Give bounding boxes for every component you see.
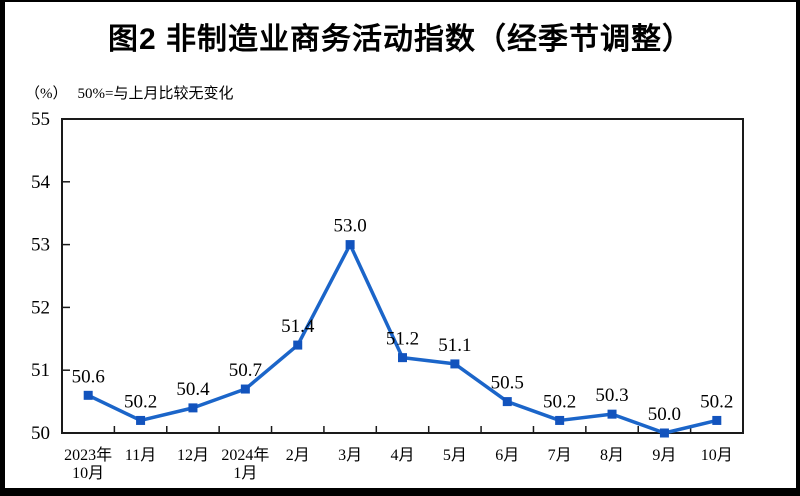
- data-point-marker: [188, 403, 198, 413]
- data-point-marker: [83, 390, 93, 400]
- chart-note: 50%=与上月比较无变化: [77, 86, 234, 102]
- data-point-label: 51.1: [438, 335, 471, 356]
- data-point-label: 50.2: [543, 391, 576, 412]
- x-axis-tick-label: 10月: [701, 447, 733, 464]
- data-point-marker: [502, 397, 512, 407]
- data-point-label: 50.2: [124, 391, 157, 412]
- y-axis-tick-label: 55: [31, 109, 50, 130]
- data-point-label: 50.4: [176, 379, 210, 400]
- data-point-label: 50.3: [595, 385, 628, 406]
- data-point-label: 51.4: [281, 316, 315, 337]
- chart-subtitle-row: （%） 50%=与上月比较无变化: [25, 82, 233, 103]
- x-axis-tick-label: 6月: [495, 447, 519, 464]
- data-point-label: 53.0: [333, 216, 366, 237]
- chart-title: 图2 非制造业商务活动指数（经季节调整）: [107, 23, 694, 56]
- data-point-label: 50.7: [229, 360, 262, 381]
- x-axis-tick-label: 4月: [390, 447, 414, 464]
- x-axis-tick-label: 9月: [652, 447, 676, 464]
- y-axis-tick-label: 50: [31, 423, 50, 444]
- x-axis-tick-label: 5月: [443, 447, 467, 464]
- data-point-marker: [450, 359, 460, 369]
- x-axis-tick-label: 10月: [72, 465, 104, 482]
- y-axis-unit-label: （%）: [25, 86, 68, 102]
- data-point-label: 51.2: [386, 329, 419, 350]
- y-axis-tick-label: 51: [31, 360, 50, 381]
- data-point-label: 50.6: [72, 366, 105, 387]
- x-axis-tick-label: 3月: [338, 447, 362, 464]
- plot-frame: [61, 118, 744, 434]
- x-axis-tick-label: 8月: [600, 447, 624, 464]
- x-axis-tick-label: 12月: [177, 447, 209, 464]
- data-point-label: 50.0: [648, 404, 681, 425]
- data-point-marker: [136, 415, 146, 425]
- x-axis-tick-label: 2023年: [64, 446, 112, 464]
- y-axis-tick-label: 54: [31, 172, 51, 193]
- x-axis-tick-label: 1月: [233, 465, 257, 482]
- x-axis-tick-label: 11月: [125, 447, 156, 464]
- data-point-label: 50.5: [491, 373, 524, 394]
- data-point-marker: [712, 415, 722, 425]
- data-point-marker: [555, 415, 565, 425]
- data-point-marker: [240, 384, 250, 394]
- data-point-label: 50.2: [700, 391, 733, 412]
- data-point-marker: [345, 240, 355, 250]
- x-axis-tick-label: 2024年: [221, 446, 269, 464]
- data-point-marker: [607, 409, 617, 419]
- data-point-marker: [398, 353, 407, 363]
- y-axis-tick-label: 53: [31, 235, 50, 256]
- data-point-marker: [659, 428, 669, 438]
- x-axis-tick-label: 2月: [286, 447, 310, 464]
- x-axis-tick-label: 7月: [548, 447, 572, 464]
- y-axis-tick-label: 52: [31, 297, 50, 318]
- data-point-marker: [293, 340, 303, 350]
